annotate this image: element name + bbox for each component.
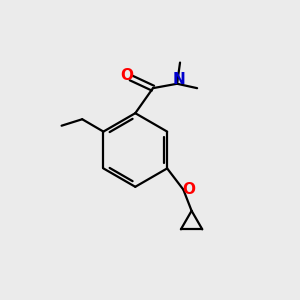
Text: O: O xyxy=(120,68,133,83)
Text: O: O xyxy=(182,182,195,196)
Text: N: N xyxy=(173,72,185,87)
